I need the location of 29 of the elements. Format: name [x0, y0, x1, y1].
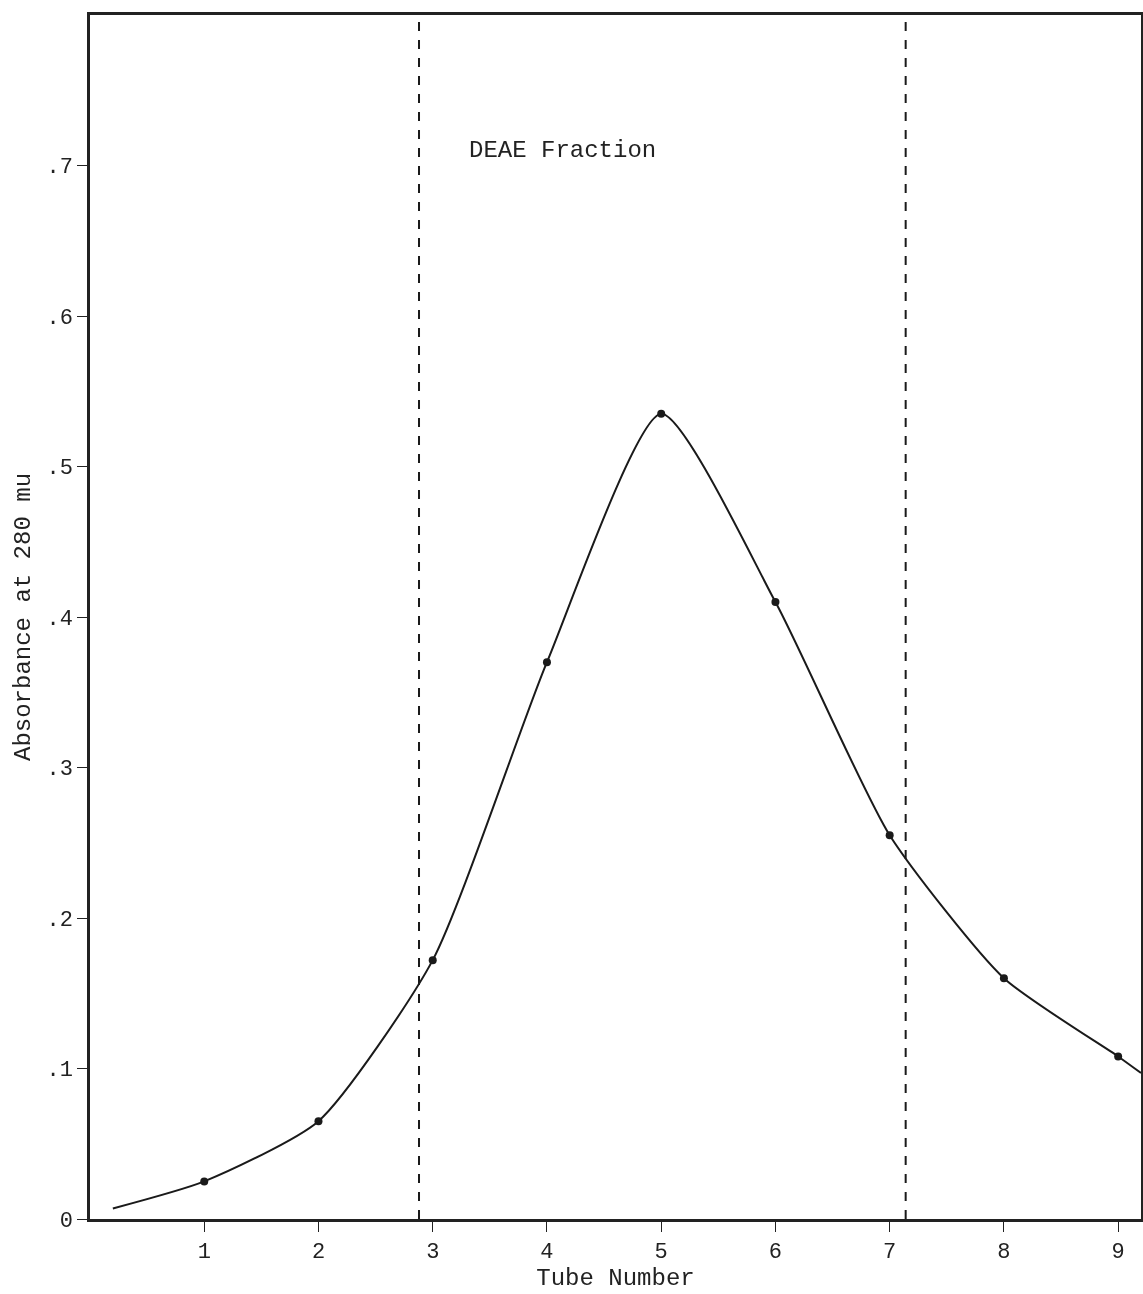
- x-axis-title: Tube Number: [536, 1265, 695, 1293]
- point: [542, 658, 551, 667]
- point: [200, 1177, 209, 1186]
- x-tick-label: 6: [768, 1240, 783, 1266]
- x-tick-label: 8: [997, 1240, 1011, 1266]
- point: [999, 974, 1008, 983]
- x-tick-label: 3: [426, 1240, 440, 1266]
- y-tick-label: .4: [46, 606, 73, 632]
- x-tick-label: 2: [311, 1240, 326, 1266]
- point: [885, 831, 894, 840]
- y-tick-label: .6: [46, 305, 73, 331]
- point: [657, 409, 666, 418]
- x-tick-label: 4: [540, 1240, 554, 1266]
- y-axis-title: Absorbance at 280 mu: [9, 472, 37, 762]
- y-tick-label: 0: [59, 1208, 73, 1234]
- x-tick-label: 9: [1111, 1240, 1125, 1266]
- y-tick-label: .2: [46, 907, 73, 933]
- annotation: DEAE Fraction: [469, 137, 657, 164]
- point: [314, 1117, 323, 1126]
- y-tick-label: .7: [46, 155, 73, 181]
- x-tick-label: 7: [883, 1240, 897, 1266]
- point: [1114, 1052, 1123, 1061]
- y-tick-label: .3: [46, 757, 73, 783]
- point: [428, 956, 437, 965]
- y-tick-label: .1: [46, 1058, 73, 1084]
- point: [771, 597, 780, 606]
- x-tick-label: 1: [197, 1240, 211, 1266]
- x-tick-label: 5: [654, 1240, 668, 1266]
- y-tick-label: .5: [46, 456, 73, 482]
